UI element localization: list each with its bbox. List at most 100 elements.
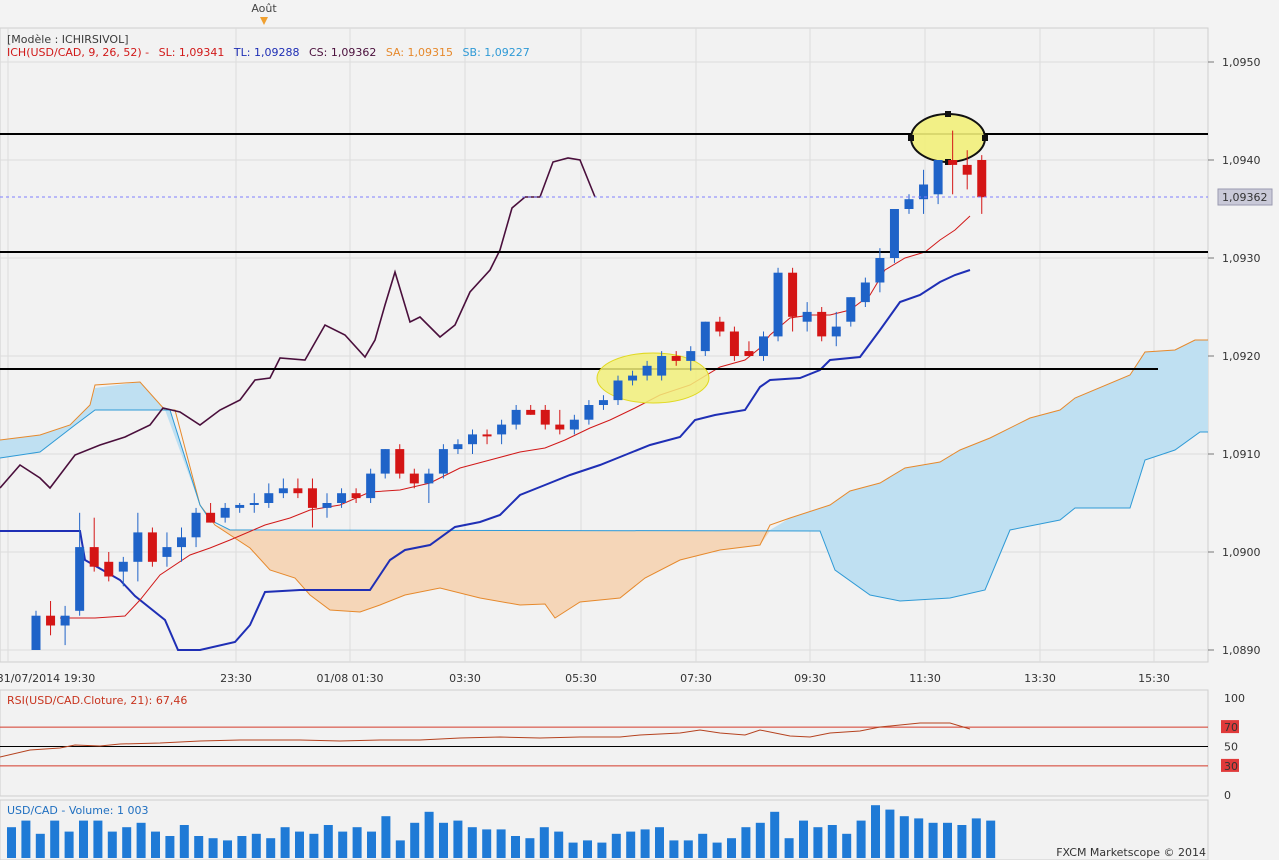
candle-bearish bbox=[540, 409, 550, 425]
volume-bar bbox=[525, 838, 535, 858]
volume-bar bbox=[611, 833, 621, 858]
volume-bar bbox=[583, 840, 592, 858]
candle-bullish bbox=[802, 311, 812, 322]
model-label: [Modèle : ICHIRSIVOL] bbox=[7, 33, 129, 46]
volume-bar bbox=[482, 829, 492, 858]
candle-bullish bbox=[759, 336, 768, 356]
volume-bar bbox=[813, 827, 823, 858]
price-axis[interactable]: 1,0950 1,0940 1,0930 1,0920 1,0910 1,0900 1,08… bbox=[0, 56, 1261, 657]
volume-bar bbox=[626, 831, 636, 858]
volume-bar bbox=[179, 825, 189, 858]
time-tick-label: 09:30 bbox=[794, 672, 826, 685]
candle-bullish bbox=[875, 258, 885, 283]
time-tick-label: 15:30 bbox=[1138, 672, 1170, 685]
senkou-span-a-line bbox=[0, 339, 1208, 619]
volume-bar bbox=[223, 840, 232, 858]
volume-bar bbox=[50, 820, 60, 858]
candle-bullish bbox=[831, 326, 841, 337]
horizontal-levels[interactable] bbox=[0, 133, 1208, 370]
volume-bar bbox=[683, 840, 693, 858]
volume-bar bbox=[151, 831, 160, 858]
time-tick-label: 07:30 bbox=[680, 672, 712, 685]
rsi-axis-label: 100 bbox=[1224, 692, 1245, 705]
volume-bar bbox=[367, 831, 376, 858]
candle-bearish bbox=[482, 434, 492, 437]
legend-tl: TL: 1,09288 bbox=[233, 46, 300, 59]
volume-bar bbox=[511, 836, 520, 858]
volume-bar bbox=[799, 820, 808, 858]
rsi-level-badge bbox=[1221, 758, 1239, 772]
ellipse-handle bbox=[945, 111, 951, 117]
candle-bearish bbox=[948, 160, 958, 165]
volume-bar bbox=[669, 840, 679, 858]
tenkan-sen-line bbox=[60, 215, 971, 619]
volume-bar bbox=[784, 838, 794, 858]
price-tick-label: 1,0930 bbox=[1222, 252, 1261, 265]
volume-bar bbox=[165, 836, 175, 858]
volume-bar bbox=[842, 833, 852, 858]
candle-bearish bbox=[293, 488, 303, 494]
volume-bar bbox=[899, 816, 909, 858]
ichimoku-cloud bbox=[0, 339, 1208, 619]
candle-bullish bbox=[438, 449, 448, 474]
ellipse-handle bbox=[945, 159, 951, 165]
rsi-axis-label: 50 bbox=[1224, 741, 1238, 754]
volume-bar bbox=[323, 825, 333, 858]
volume-bar bbox=[712, 842, 722, 858]
volume-bar bbox=[568, 842, 578, 858]
candle-bullish bbox=[497, 424, 507, 435]
candle-bullish bbox=[904, 199, 914, 209]
candle-bearish bbox=[147, 532, 157, 562]
candle-bullish bbox=[613, 380, 623, 401]
month-marker-arrow-icon bbox=[260, 17, 268, 25]
time-tick-label: 05:30 bbox=[565, 672, 597, 685]
candle-bullish bbox=[511, 409, 521, 425]
volume-title: USD/CAD - Volume: 1 003 bbox=[7, 804, 148, 817]
volume-bar bbox=[467, 827, 477, 858]
candle-bullish bbox=[162, 547, 172, 557]
candle-bullish bbox=[60, 615, 70, 626]
time-axis[interactable]: 31/07/2014 19:30 23:30 01/08 01:30 03:30 05:… bbox=[0, 672, 1170, 685]
volume-bar bbox=[827, 825, 837, 858]
legend-sb: SB: 1,09227 bbox=[463, 46, 530, 59]
volume-bar bbox=[35, 833, 45, 858]
highlight-ellipse-breakout bbox=[596, 352, 710, 404]
candle-bearish bbox=[206, 512, 216, 523]
candle-bearish bbox=[715, 321, 725, 332]
current-price-marker: 1,09362 bbox=[1217, 188, 1273, 206]
volume-bar bbox=[971, 818, 981, 858]
time-tick-label: 01/08 01:30 bbox=[317, 672, 384, 685]
candle-bearish bbox=[555, 424, 565, 430]
rsi-indicator bbox=[0, 722, 1208, 767]
volume-bar bbox=[554, 831, 564, 858]
volume-bar bbox=[698, 833, 708, 858]
volume-bar bbox=[928, 822, 938, 858]
candle-bullish bbox=[468, 434, 477, 445]
chikou-span-line bbox=[0, 157, 596, 490]
price-tick-label: 1,0940 bbox=[1222, 154, 1261, 167]
candle-bearish bbox=[46, 615, 56, 626]
highlight-ellipses[interactable] bbox=[596, 111, 988, 404]
candle-bullish bbox=[933, 160, 943, 195]
candle-bullish bbox=[235, 504, 245, 508]
candle-bullish bbox=[337, 493, 347, 503]
candle-bullish bbox=[380, 449, 390, 474]
volume-bar bbox=[237, 836, 247, 858]
time-tick-label: 13:30 bbox=[1024, 672, 1056, 685]
volume-bar bbox=[410, 822, 420, 858]
volume-bar bbox=[21, 820, 31, 858]
legend-ich: ICH(USD/CAD, 9, 26, 52) - bbox=[7, 46, 149, 59]
legend-sl: SL: 1,09341 bbox=[159, 46, 225, 59]
time-tick-label: 31/07/2014 19:30 bbox=[0, 672, 95, 685]
candle-bullish bbox=[773, 272, 783, 337]
volume-bar bbox=[727, 838, 736, 858]
volume-bar bbox=[943, 822, 952, 858]
volume-bar bbox=[79, 820, 88, 858]
ichimoku-lines bbox=[0, 157, 971, 651]
volume-bar bbox=[208, 838, 218, 858]
candle-bullish bbox=[424, 473, 434, 484]
candle-bullish bbox=[889, 209, 899, 258]
candles bbox=[31, 130, 987, 650]
candle-bullish bbox=[598, 400, 608, 405]
